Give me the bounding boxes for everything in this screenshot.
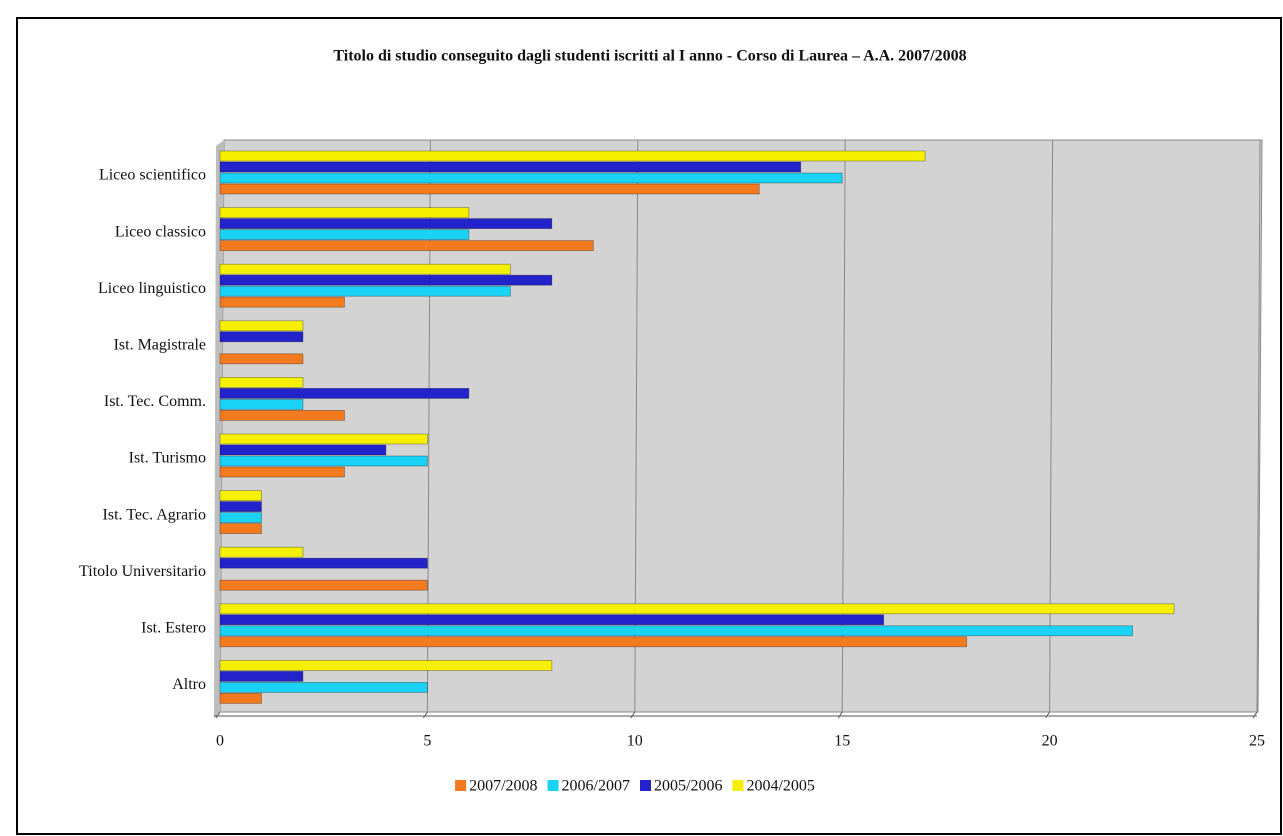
- y-tick-label: Ist. Tec. Agrario: [103, 506, 206, 523]
- grid-line: [1256, 139, 1261, 713]
- y-tick-label: Ist. Turismo: [129, 450, 206, 467]
- bar: [219, 398, 304, 410]
- y-tick-label: Liceo scientifico: [99, 167, 206, 184]
- bar: [219, 274, 553, 286]
- y-tick-label: Titolo Universitario: [79, 563, 206, 580]
- y-tick-label: Liceo linguistico: [98, 280, 206, 297]
- bar: [219, 557, 428, 569]
- chart-title: Titolo di studio conseguito dagli studen…: [333, 48, 966, 65]
- bar: [219, 353, 304, 365]
- x-tick-label: 10: [627, 733, 643, 750]
- x-tick: [215, 711, 221, 719]
- bar: [219, 636, 968, 648]
- y-tick-label: Ist. Estero: [141, 619, 206, 636]
- grid-line: [1049, 139, 1054, 713]
- bar: [219, 161, 802, 173]
- x-tick: [422, 711, 428, 719]
- bar: [219, 671, 304, 682]
- x-tick: [630, 711, 636, 719]
- bar: [219, 466, 345, 478]
- legend-label: 2004/2005: [746, 778, 814, 795]
- bar: [219, 512, 262, 523]
- bar: [219, 387, 470, 399]
- bar: [219, 207, 470, 219]
- bar: [219, 376, 304, 388]
- bar: [219, 603, 1175, 615]
- x-tick: [1045, 711, 1051, 719]
- bar: [219, 660, 553, 671]
- bar: [219, 490, 262, 502]
- legend-label: 2005/2006: [654, 778, 722, 795]
- bar: [219, 625, 1133, 637]
- bar: [219, 285, 511, 297]
- x-tick-label: 20: [1042, 733, 1058, 750]
- bar: [219, 183, 760, 195]
- bar: [219, 263, 511, 275]
- x-tick-label: 25: [1249, 733, 1265, 750]
- legend-swatch: [455, 780, 467, 791]
- bar: [219, 546, 304, 558]
- bar: [219, 523, 262, 534]
- legend-swatch: [547, 780, 559, 791]
- legend-swatch: [640, 780, 651, 791]
- bar: [219, 614, 885, 626]
- bar: [219, 172, 843, 184]
- x-tick-label: 15: [834, 733, 850, 750]
- y-tick-label: Ist. Tec. Comm.: [104, 393, 206, 410]
- bar: [219, 229, 470, 241]
- bar: [219, 150, 926, 162]
- bar: [219, 433, 428, 445]
- bar: [219, 682, 428, 693]
- bar: [219, 693, 262, 704]
- bar: [219, 444, 387, 456]
- x-tick: [837, 711, 843, 719]
- bar: [219, 455, 428, 467]
- bar: [219, 409, 345, 421]
- bar: [219, 218, 553, 230]
- y-tick-label: Liceo classico: [115, 223, 206, 240]
- bar: [219, 240, 594, 252]
- x-tick-label: 0: [216, 733, 224, 750]
- legend-swatch: [732, 780, 744, 791]
- legend-label: 2006/2007: [562, 778, 630, 795]
- bar: [219, 320, 304, 332]
- y-tick-label: Altro: [172, 676, 206, 693]
- bar: [219, 501, 262, 513]
- bar: [219, 296, 345, 308]
- y-tick-label: Ist. Magistrale: [114, 336, 206, 353]
- bar: [219, 579, 428, 591]
- legend-label: 2007/2008: [469, 778, 537, 795]
- x-tick: [1252, 711, 1258, 719]
- bar: [219, 331, 304, 343]
- x-tick-label: 5: [423, 733, 431, 750]
